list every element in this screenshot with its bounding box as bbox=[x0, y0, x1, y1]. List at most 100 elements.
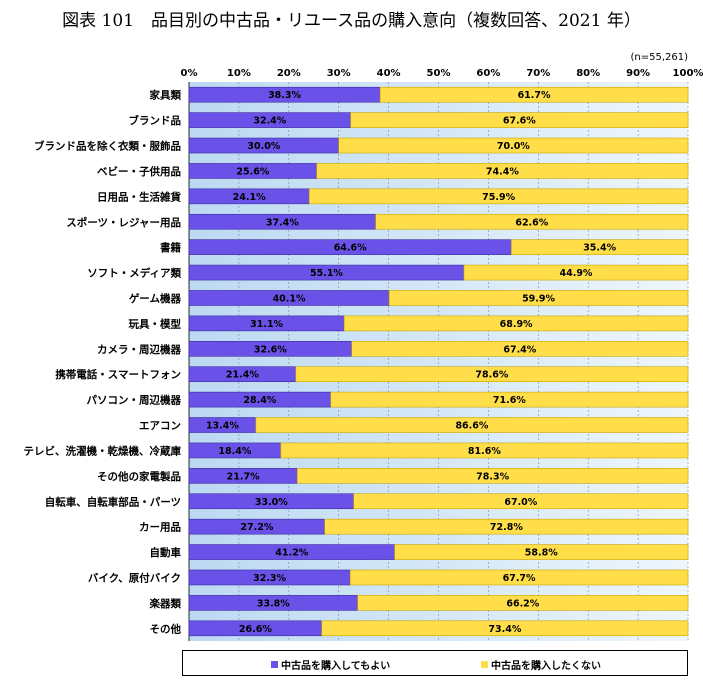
bar-segment bbox=[296, 468, 689, 484]
bar-segment bbox=[295, 366, 689, 383]
bar-segment bbox=[330, 391, 689, 408]
category-label: 家具類 bbox=[150, 89, 182, 102]
category-label: 日用品・生活雑貨 bbox=[97, 190, 181, 203]
data-label: 68.9% bbox=[500, 319, 533, 330]
bar-segment bbox=[388, 290, 689, 306]
data-label: 66.2% bbox=[506, 598, 539, 609]
category-label: 楽器類 bbox=[149, 597, 182, 610]
x-tick-label: 90% bbox=[626, 68, 650, 79]
bars: 38.3% 61.7% 32.4% 67.6% 30.0% 70.0% 25.6% 74.4%… bbox=[188, 86, 689, 637]
x-tick-label: 40% bbox=[377, 68, 401, 79]
bar-segment bbox=[353, 493, 689, 510]
data-label: 72.8% bbox=[490, 522, 523, 533]
data-label: 21.4% bbox=[226, 370, 259, 381]
stacked-bar-chart: (n=55,261) 0% 10% 20% 30% 40% 50% 60% 70% 80% 90%… bbox=[24, 52, 703, 641]
data-label: 59.9% bbox=[522, 293, 555, 304]
data-label: 62.6% bbox=[515, 217, 548, 228]
x-tick-label: 80% bbox=[576, 68, 600, 79]
category-label: ブランド品 bbox=[129, 114, 182, 127]
x-tick-label: 30% bbox=[327, 68, 351, 79]
bar-segment bbox=[324, 518, 689, 535]
category-label: エアコン bbox=[139, 420, 181, 432]
bar-segment bbox=[463, 264, 689, 281]
data-label: 32.4% bbox=[253, 116, 286, 127]
category-label: 携帯電話・スマートフォン bbox=[55, 368, 181, 381]
legend: 中古品を購入してもよい 中古品を購入したくない bbox=[182, 650, 688, 676]
category-label: テレビ、洗濯機・乾燥機、冷蔵庫 bbox=[24, 444, 182, 457]
data-label: 40.1% bbox=[273, 293, 306, 304]
data-label: 28.4% bbox=[243, 395, 276, 406]
bar-segment bbox=[350, 112, 689, 128]
category-label: ベビー・子供用品 bbox=[97, 165, 181, 178]
data-label: 81.6% bbox=[468, 446, 501, 457]
data-label: 30.0% bbox=[247, 141, 280, 152]
data-label: 44.9% bbox=[559, 268, 592, 279]
data-label: 78.3% bbox=[476, 471, 509, 482]
data-label: 67.7% bbox=[503, 573, 536, 584]
data-label: 18.4% bbox=[218, 446, 251, 457]
bar-segment bbox=[338, 137, 689, 154]
data-label: 70.0% bbox=[497, 141, 530, 152]
category-label: その他の家電製品 bbox=[97, 470, 181, 483]
data-label: 67.4% bbox=[503, 344, 536, 355]
data-label: 35.4% bbox=[583, 243, 616, 254]
x-tick-label: 50% bbox=[427, 68, 451, 79]
data-label: 31.1% bbox=[250, 319, 283, 330]
data-label: 32.3% bbox=[253, 573, 286, 584]
category-label: カメラ・周辺機器 bbox=[97, 343, 181, 356]
bar-segment bbox=[308, 188, 689, 205]
legend-swatch-buy bbox=[271, 661, 278, 668]
data-label: 13.4% bbox=[206, 421, 239, 432]
legend-label-not-buy: 中古品を購入したくない bbox=[491, 661, 601, 672]
legend-item-buy: 中古品を購入してもよい bbox=[271, 657, 390, 672]
data-label: 21.7% bbox=[227, 471, 260, 482]
data-label: 67.0% bbox=[504, 497, 537, 508]
data-label: 25.6% bbox=[236, 166, 269, 177]
data-label: 38.3% bbox=[268, 90, 301, 101]
x-tick-label: 60% bbox=[476, 68, 500, 79]
data-label: 78.6% bbox=[475, 370, 508, 381]
category-label: カー用品 bbox=[139, 522, 181, 534]
category-label: 自転車、自転車部品・パーツ bbox=[45, 495, 181, 508]
x-tick-label: 100% bbox=[673, 68, 703, 79]
category-label: パソコン・周辺機器 bbox=[87, 394, 182, 407]
data-label: 33.8% bbox=[257, 598, 290, 609]
category-label: 書籍 bbox=[160, 241, 181, 254]
category-label: ブランド品を除く衣類・服飾品 bbox=[34, 140, 181, 153]
bar-segment bbox=[280, 442, 689, 459]
bar-segment bbox=[321, 620, 689, 637]
data-label: 74.4% bbox=[486, 166, 519, 177]
bar-segment bbox=[511, 239, 689, 255]
data-label: 41.2% bbox=[275, 548, 308, 559]
category-label: 自動車 bbox=[150, 546, 182, 559]
category-label: 玩具・模型 bbox=[129, 317, 182, 330]
chart-title: 図表 101 品目別の中古品・リユース品の購入意向（複数回答、2021 年） bbox=[62, 11, 641, 31]
category-label: バイク、原付バイク bbox=[88, 571, 181, 584]
data-label: 73.4% bbox=[488, 624, 521, 635]
bar-segment bbox=[351, 340, 689, 357]
bar-segment bbox=[343, 315, 689, 332]
data-label: 55.1% bbox=[310, 268, 343, 279]
bar-segment bbox=[255, 417, 689, 433]
data-label: 27.2% bbox=[240, 522, 273, 533]
data-label: 24.1% bbox=[233, 192, 266, 203]
category-label: ソフト・メディア類 bbox=[87, 267, 181, 280]
sample-size-note: (n=55,261) bbox=[630, 52, 688, 63]
data-label: 26.6% bbox=[239, 624, 272, 635]
bar-segment bbox=[316, 163, 689, 179]
bar-segment bbox=[375, 213, 689, 230]
data-label: 75.9% bbox=[482, 192, 515, 203]
x-tick-label: 20% bbox=[277, 68, 301, 79]
category-labels: 家具類ブランド品ブランド品を除く衣類・服飾品ベビー・子供用品日用品・生活雑貨スポ… bbox=[24, 89, 182, 636]
data-label: 33.0% bbox=[255, 497, 288, 508]
category-label: その他 bbox=[150, 622, 182, 635]
legend-label-buy: 中古品を購入してもよい bbox=[281, 661, 391, 672]
legend-item-not-buy: 中古品を購入したくない bbox=[481, 657, 601, 672]
category-label: スポーツ・レジャー用品 bbox=[66, 216, 181, 229]
category-label: ゲーム機器 bbox=[129, 292, 182, 305]
data-label: 58.8% bbox=[525, 548, 558, 559]
bar-segment bbox=[394, 544, 689, 560]
x-tick-label: 70% bbox=[526, 68, 550, 79]
bar-segment bbox=[357, 595, 689, 611]
data-label: 64.6% bbox=[334, 243, 367, 254]
